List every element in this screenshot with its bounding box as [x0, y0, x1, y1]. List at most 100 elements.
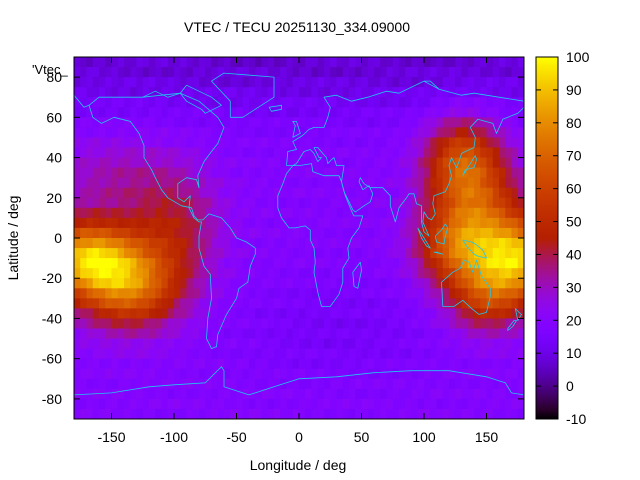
heatmap-cell [167, 348, 175, 360]
heatmap-cell [436, 288, 444, 299]
heatmap-cell [236, 217, 244, 229]
heatmap-cell [224, 157, 231, 169]
heatmap-cell [480, 238, 487, 249]
heatmap-cell [74, 238, 81, 249]
heatmap-cell [105, 248, 112, 259]
heatmap-cell [417, 97, 425, 108]
heatmap-cell [211, 328, 219, 339]
heatmap-cell [499, 57, 506, 68]
heatmap-cell [505, 167, 512, 179]
heatmap-cell [255, 278, 262, 289]
heatmap-cell [461, 338, 469, 350]
heatmap-cell [217, 227, 225, 239]
heatmap-cell [442, 77, 450, 88]
heatmap-cell [342, 378, 350, 390]
heatmap-cell [380, 197, 387, 209]
heatmap-cell [380, 378, 387, 390]
heatmap-cell [205, 238, 212, 249]
heatmap-cell [399, 177, 406, 189]
heatmap-cell [236, 408, 244, 420]
heatmap-cell [311, 77, 319, 88]
heatmap-cell [417, 398, 425, 410]
heatmap-cell [305, 147, 312, 158]
heatmap-cell [186, 57, 194, 68]
heatmap-cell [186, 268, 194, 279]
heatmap-cell [280, 137, 287, 148]
heatmap-cell [249, 338, 256, 350]
heatmap-cell [267, 177, 275, 189]
heatmap-cell [405, 258, 412, 269]
heatmap-cell [511, 57, 519, 68]
heatmap-cell [86, 358, 94, 370]
heatmap-cell [211, 157, 219, 169]
heatmap-cell [155, 217, 162, 229]
heatmap-cell [161, 348, 169, 360]
heatmap-cell [361, 187, 369, 199]
heatmap-cell [224, 107, 231, 118]
heatmap-cell [105, 328, 112, 339]
heatmap-cell [230, 137, 237, 148]
heatmap-cell [330, 57, 337, 68]
heatmap-cell [111, 288, 119, 299]
heatmap-cell [217, 378, 225, 390]
heatmap-cell [174, 318, 181, 329]
heatmap-cell [511, 328, 519, 339]
heatmap-cell [305, 217, 312, 229]
heatmap-cell [155, 57, 162, 68]
heatmap-cell [299, 278, 306, 289]
heatmap-cell [99, 268, 106, 279]
heatmap-cell [417, 318, 425, 329]
heatmap-cell [205, 87, 212, 98]
heatmap-cell [280, 238, 287, 249]
heatmap-cell [374, 368, 381, 380]
heatmap-cell [192, 248, 200, 259]
heatmap-cell [86, 187, 94, 199]
heatmap-cell [311, 378, 319, 390]
heatmap-cell [430, 258, 437, 269]
heatmap-cell [199, 167, 206, 179]
heatmap-cell [124, 197, 131, 209]
heatmap-cell [455, 67, 462, 78]
heatmap-cell [224, 348, 231, 360]
heatmap-cell [255, 167, 262, 179]
heatmap-cell [292, 408, 300, 420]
heatmap-cell [192, 398, 200, 410]
heatmap-cell [117, 308, 125, 319]
heatmap-cell [92, 217, 100, 229]
heatmap-cell [436, 328, 444, 339]
heatmap-cell [405, 157, 412, 169]
heatmap-cell [117, 378, 125, 390]
heatmap-cell [211, 197, 219, 209]
heatmap-cell [342, 147, 350, 158]
heatmap-cell [424, 97, 431, 108]
heatmap-cell [92, 227, 100, 239]
heatmap-cell [186, 368, 194, 380]
heatmap-cell [142, 258, 150, 269]
heatmap-cell [361, 227, 369, 239]
heatmap-cell [130, 67, 137, 78]
heatmap-cell [74, 127, 81, 138]
heatmap-cell [486, 398, 494, 410]
heatmap-cell [261, 378, 269, 390]
heatmap-cell [86, 288, 94, 299]
heatmap-cell [205, 67, 212, 78]
heatmap-cell [486, 227, 494, 239]
heatmap-cell [380, 398, 387, 410]
heatmap-cell [361, 87, 369, 98]
heatmap-cell [461, 77, 469, 88]
heatmap-cell [349, 77, 356, 88]
heatmap-cell [461, 258, 469, 269]
heatmap-cell [80, 127, 87, 138]
heatmap-cell [399, 157, 406, 169]
heatmap-cell [386, 398, 394, 410]
heatmap-cell [99, 258, 106, 269]
heatmap-cell [136, 378, 144, 390]
heatmap-cell [449, 248, 456, 259]
heatmap-cell [299, 107, 306, 118]
heatmap-cell [205, 278, 212, 289]
heatmap-cell [399, 308, 406, 319]
heatmap-cell [74, 137, 81, 148]
heatmap-cell [286, 77, 294, 88]
heatmap-cell [399, 97, 406, 108]
heatmap-cell [261, 107, 269, 118]
